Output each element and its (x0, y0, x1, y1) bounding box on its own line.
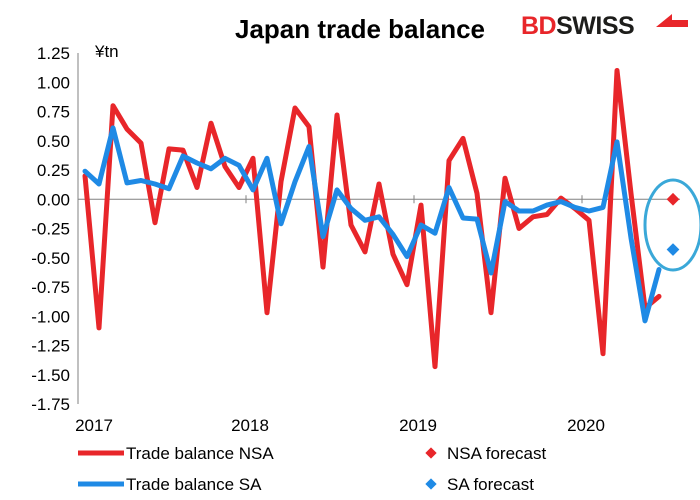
brand-arrow-icon (656, 14, 688, 27)
legend-label-nsa-forecast: NSA forecast (447, 444, 546, 463)
y-tick-label: -1.00 (31, 307, 70, 326)
brand-prefix: BD (521, 12, 556, 40)
y-tick-label: -0.25 (31, 220, 70, 239)
forecast-points (643, 178, 700, 272)
y-axis-ticks: 1.25 1.00 0.75 0.50 0.25 0.00 -0.25 -0.50 -0.75 -… (31, 44, 70, 414)
y-tick-label: -1.25 (31, 337, 70, 356)
y-tick-label: 0.25 (37, 161, 70, 180)
y-tick-label: -0.75 (31, 278, 70, 297)
y-tick-label: -1.50 (31, 366, 70, 385)
legend-marker-nsa-forecast (425, 447, 437, 459)
y-tick-label: 0.50 (37, 132, 70, 151)
sa-forecast-marker (666, 243, 680, 256)
y-tick-label: 1.00 (37, 73, 70, 92)
brand-suffix: SWISS (556, 12, 634, 40)
legend-label-sa-forecast: SA forecast (447, 475, 534, 494)
y-tick-label: 1.25 (37, 44, 70, 63)
legend-label-nsa: Trade balance NSA (126, 444, 274, 463)
nsa-forecast-marker (666, 192, 680, 206)
axes (77, 53, 680, 404)
unit-label: ¥tn (94, 42, 119, 61)
brand-logo: BDSWISS (521, 12, 688, 40)
x-tick-label: 2020 (567, 416, 605, 435)
legend: Trade balance NSA NSA forecast Trade bal… (78, 444, 546, 494)
x-tick-label: 2019 (399, 416, 437, 435)
series-line-sa (82, 125, 662, 324)
chart-title: Japan trade balance (235, 14, 485, 44)
y-tick-label: 0.00 (37, 190, 70, 209)
forecast-highlight-circle (643, 178, 700, 272)
y-tick-label: 0.75 (37, 103, 70, 122)
series-lines (82, 68, 662, 370)
y-tick-label: -0.50 (31, 249, 70, 268)
x-tick-label: 2017 (75, 416, 113, 435)
x-axis-ticks: 2017 2018 2019 2020 (75, 416, 605, 435)
y-tick-label: -1.75 (31, 395, 70, 414)
x-tick-label: 2018 (231, 416, 269, 435)
legend-label-sa: Trade balance SA (126, 475, 262, 494)
svg-text:BDSWISS: BDSWISS (521, 12, 634, 40)
legend-marker-sa-forecast (425, 478, 437, 490)
